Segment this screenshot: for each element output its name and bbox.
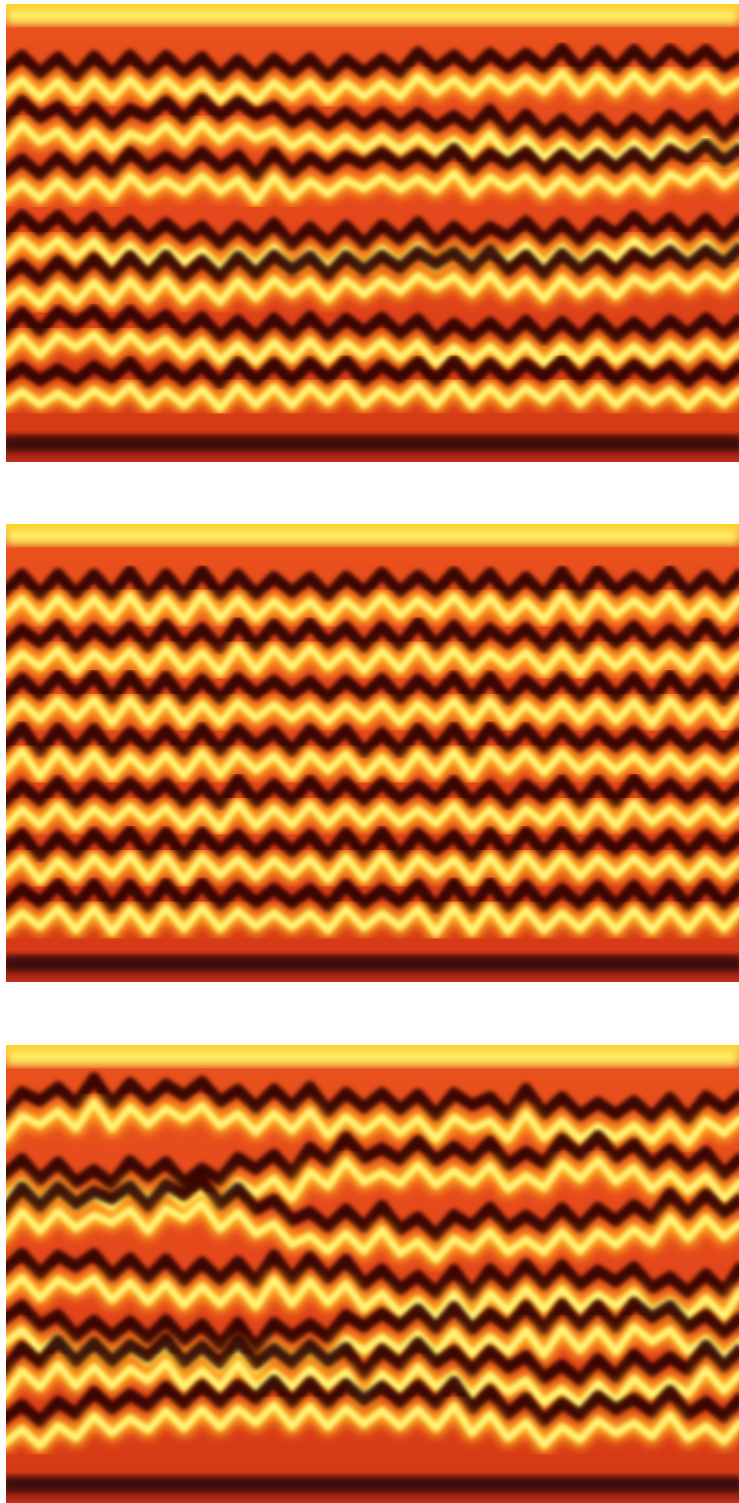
bright-band — [6, 1098, 739, 1147]
dark-band — [6, 1130, 739, 1190]
bottom-dark-band — [6, 436, 739, 450]
bottom-dark-band — [6, 956, 739, 970]
bright-band — [6, 1156, 739, 1212]
dark-band — [6, 564, 739, 603]
dark-band — [6, 1332, 739, 1387]
dark-band — [6, 825, 739, 864]
dark-band — [6, 1375, 739, 1429]
bright-band — [6, 591, 739, 625]
bright-band — [6, 1401, 739, 1450]
bright-band — [6, 799, 739, 833]
bright-band — [6, 69, 739, 105]
bright-band — [6, 695, 739, 729]
dark-band — [6, 209, 739, 252]
dark-band — [6, 1072, 739, 1126]
bright-band — [6, 1199, 739, 1264]
dark-band — [6, 616, 739, 656]
top-glow — [6, 528, 739, 544]
bright-band — [6, 851, 739, 885]
dark-band — [6, 1296, 739, 1355]
dark-band — [6, 721, 739, 759]
top-glow — [6, 8, 739, 24]
bright-band — [6, 643, 739, 677]
dark-band — [6, 1173, 739, 1242]
heatmap-panel — [6, 524, 739, 982]
heatmap-panel — [6, 4, 739, 462]
dark-band — [6, 138, 739, 183]
top-glow — [6, 1049, 739, 1065]
bright-band — [6, 119, 739, 165]
bright-band — [6, 165, 739, 205]
bright-band — [6, 380, 739, 413]
dark-band — [6, 354, 739, 391]
dark-band — [6, 304, 739, 346]
bottom-dark-band — [6, 1477, 739, 1491]
bright-band — [6, 903, 739, 937]
dark-band — [6, 669, 739, 708]
bright-band — [6, 747, 739, 781]
bright-band — [6, 1274, 739, 1323]
dark-band — [6, 241, 739, 288]
dark-band — [6, 42, 739, 83]
dark-band — [6, 1247, 739, 1302]
bright-band — [6, 267, 739, 309]
heatmap-panel — [6, 1045, 739, 1503]
dark-band — [6, 877, 739, 915]
bright-band — [6, 330, 739, 368]
dark-band — [6, 773, 739, 811]
dark-band — [6, 93, 739, 144]
